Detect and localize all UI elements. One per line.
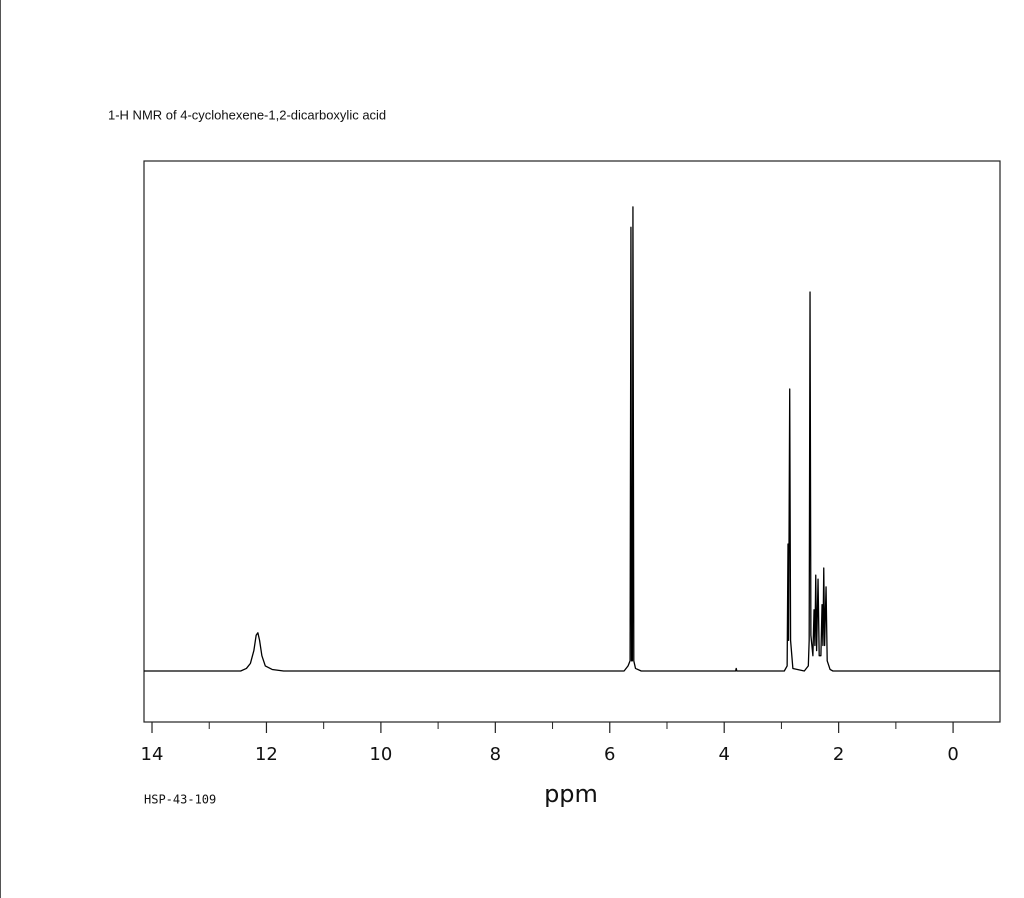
x-tick-label: 4 (718, 744, 729, 765)
spectrum-code: HSP-43-109 (144, 793, 216, 807)
x-tick-label: 12 (255, 744, 278, 765)
x-tick-label: 10 (369, 744, 392, 765)
chart-title: 1-H NMR of 4-cyclohexene-1,2-dicarboxyli… (108, 107, 386, 122)
x-tick-label: 6 (604, 744, 615, 765)
x-axis-label: ppm (544, 780, 598, 808)
x-tick-label: 2 (833, 744, 844, 765)
x-tick-label: 14 (141, 744, 164, 765)
spectrum-line (144, 206, 1000, 672)
plot-frame (143, 160, 1001, 723)
x-tick-label: 0 (947, 744, 958, 765)
x-tick-label: 8 (490, 744, 501, 765)
